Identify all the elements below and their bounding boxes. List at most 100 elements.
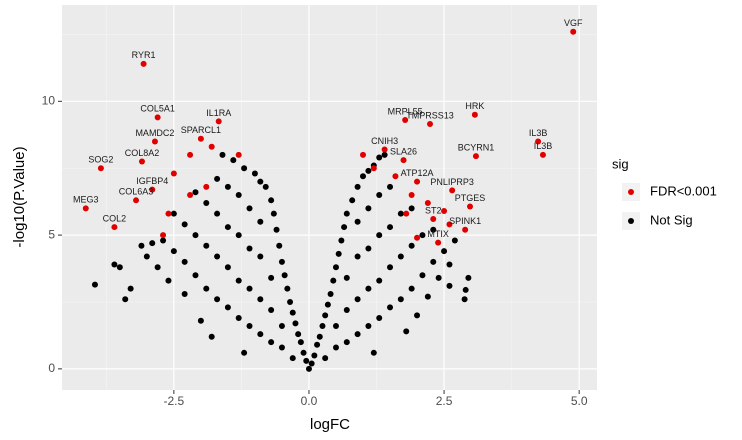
point [354,253,361,260]
point [424,199,431,206]
point-label: SLA26 [390,147,417,157]
point [335,250,342,257]
point [446,221,453,228]
point [387,183,394,190]
point [91,281,98,288]
point [257,331,264,338]
point [300,349,307,356]
point [403,328,410,335]
point [208,333,215,340]
point [297,339,304,346]
point-label: BCYRN1 [458,143,495,153]
point [165,210,172,217]
point [170,210,177,217]
point [289,355,296,362]
point [387,224,394,231]
point [224,183,231,190]
point [149,240,156,247]
point [451,237,458,244]
point [376,154,383,161]
point [276,242,283,249]
point [165,277,172,284]
x-tick-label: 0.0 [301,394,318,408]
point [289,309,296,316]
point [330,277,337,284]
point [241,349,248,356]
point-label: MAMDC2 [135,128,174,138]
point [424,293,431,300]
point [308,360,315,367]
point [241,165,248,172]
point-label: RYR1 [132,50,156,60]
point [322,355,329,362]
point [472,153,479,160]
point [400,157,407,164]
point [570,28,577,35]
point [192,232,199,239]
point [539,151,546,158]
point [435,239,442,246]
point [311,352,318,359]
x-tick-label: -2.5 [164,394,185,408]
point [430,216,437,223]
point [235,277,242,284]
legend-label: Not Sig [650,212,693,227]
point [327,290,334,297]
point [322,312,329,319]
point [365,245,372,252]
point [197,317,204,324]
point [235,315,242,322]
legend-marker [628,218,634,224]
point [360,173,367,180]
point [111,224,118,231]
x-tick-label: 5.0 [571,394,588,408]
point [397,210,404,217]
y-tick-label: 5 [48,227,55,241]
point [170,170,177,177]
point [462,226,469,233]
y-axis-title: -log10(P.Value) [11,146,28,247]
point [365,167,372,174]
point-label: COL2 [103,213,127,223]
point [268,307,275,314]
point [305,365,312,372]
point [181,290,188,297]
point [381,151,388,158]
point [467,203,474,210]
point [257,253,264,260]
point [387,304,394,311]
point-label: CNIH3 [371,136,398,146]
point [408,242,415,249]
point [140,60,147,67]
point-label: MRPL55 [388,106,423,116]
point [292,320,299,327]
point [138,242,145,249]
point [397,253,404,260]
x-tick-label: 2.5 [436,394,453,408]
point [154,264,161,271]
point [343,339,350,346]
point [257,178,264,185]
point [343,274,350,281]
point [402,117,409,124]
point [151,138,158,145]
point [365,323,372,330]
point [408,191,415,198]
point [408,285,415,292]
point [257,218,264,225]
point [446,261,453,268]
point [127,285,134,292]
point [246,205,253,212]
point [270,210,277,217]
point [246,323,253,330]
point [160,232,167,239]
point [170,248,177,255]
point [111,261,118,268]
point-label: COL8A2 [125,148,160,158]
point [408,205,415,212]
point [461,296,468,303]
point [215,118,222,125]
panel [62,5,597,390]
point [354,331,361,338]
point [349,197,356,204]
